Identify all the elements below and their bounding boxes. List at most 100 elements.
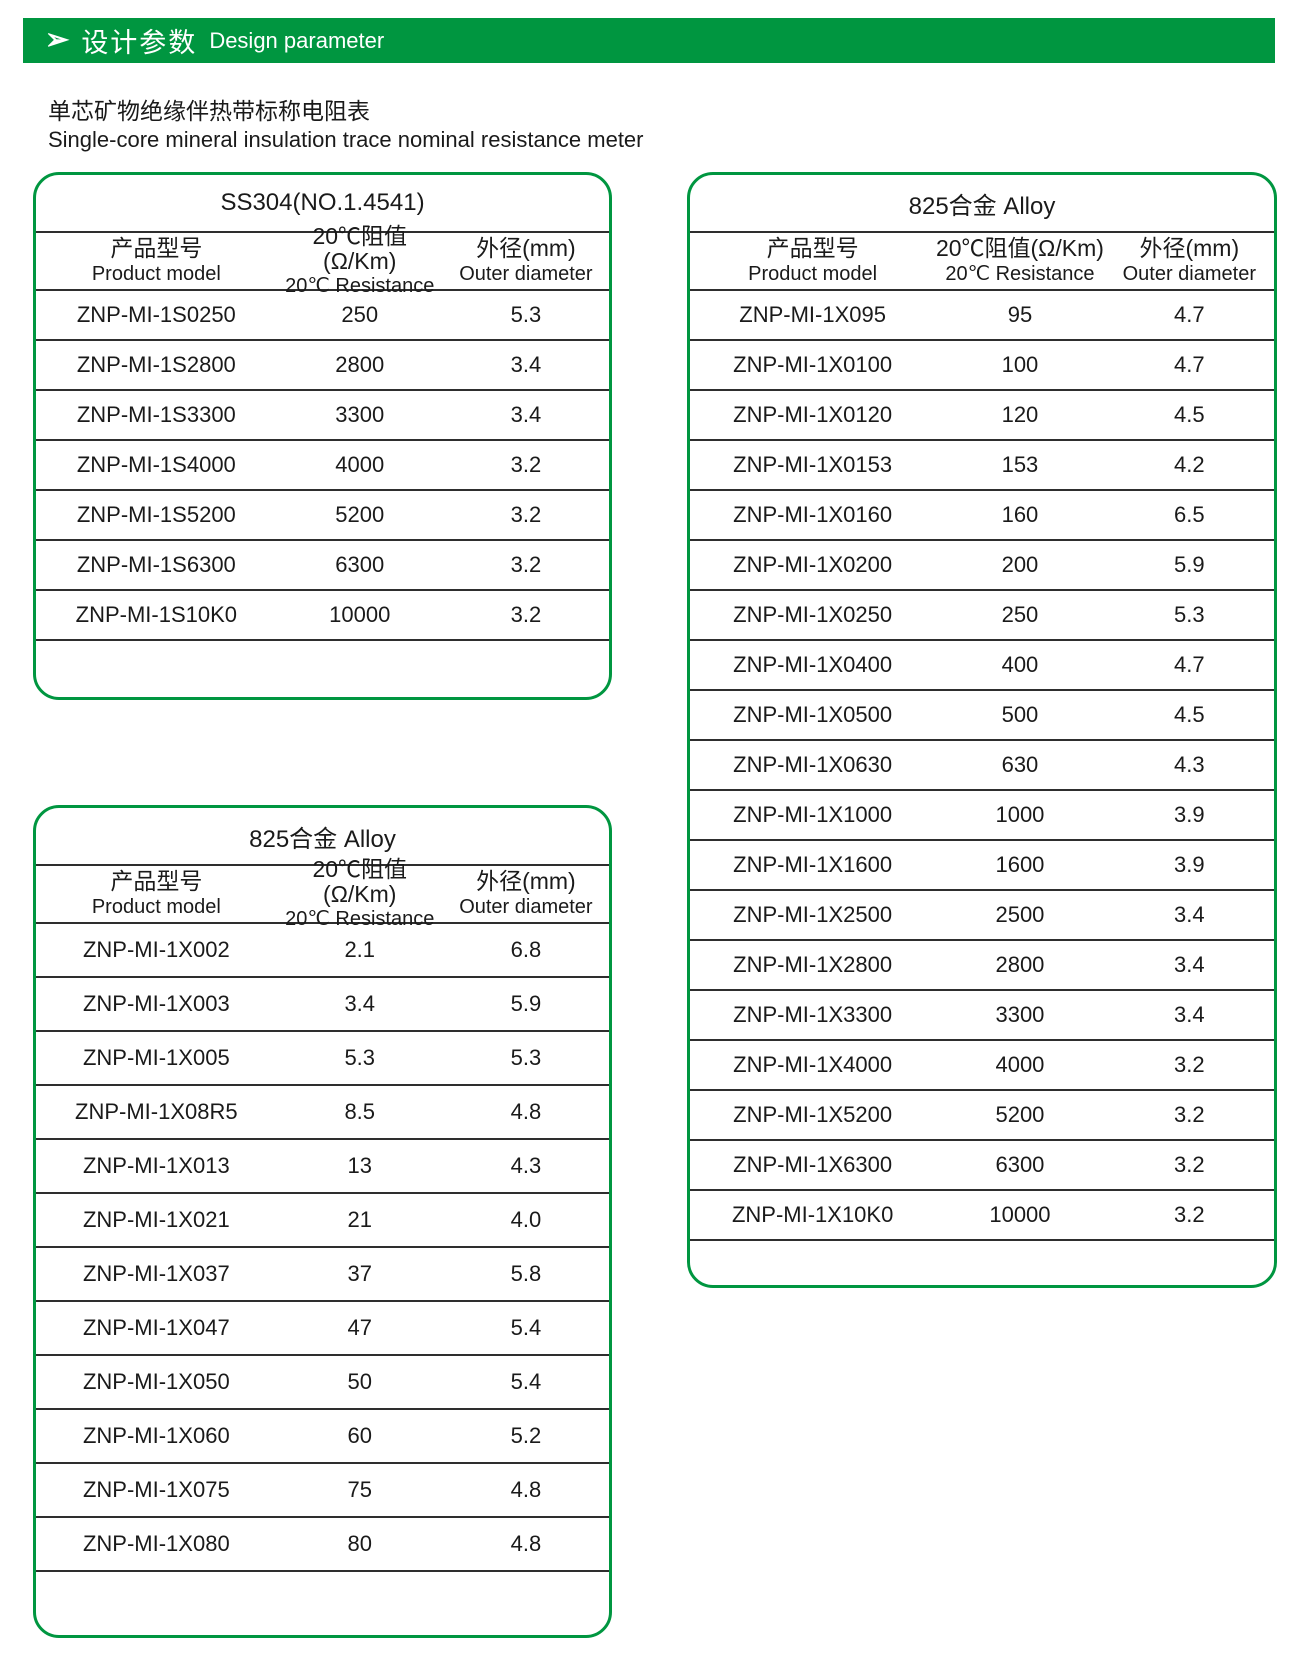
- model-cell: ZNP-MI-1X0630: [733, 752, 893, 777]
- diameter-cell: 4.2: [1174, 452, 1205, 477]
- resistance-cell: 2500: [995, 902, 1045, 927]
- column-header-model: 产品型号 Product model: [36, 233, 277, 289]
- model-cell: ZNP-MI-1X075: [82, 1477, 230, 1502]
- table-row: ZNP-MI-1X050 50 5.4: [36, 1356, 609, 1410]
- table-row: ZNP-MI-1X021 21 4.0: [36, 1194, 609, 1248]
- model-cell: ZNP-MI-1X3300: [733, 1002, 893, 1027]
- diameter-cell: 3.2: [510, 602, 542, 627]
- resistance-cell: 47: [347, 1315, 372, 1340]
- diameter-cell: 4.7: [1174, 652, 1205, 677]
- table-body: ZNP-MI-1X095 95 4.7 ZNP-MI-1X0100 100 4.7 ZNP-…: [690, 291, 1274, 1241]
- diameter-cell: 4.0: [510, 1207, 542, 1232]
- table-row: ZNP-MI-1X1600 1600 3.9: [690, 841, 1274, 891]
- model-cell: ZNP-MI-1X2800: [733, 952, 893, 977]
- column-header-diameter-zh: 外径(mm): [476, 868, 576, 895]
- column-header-model: 产品型号 Product model: [690, 233, 935, 289]
- page-subtitle: 单芯矿物绝缘伴热带标称电阻表 Single-core mineral insul…: [48, 98, 644, 153]
- model-cell: ZNP-MI-1S2800: [76, 352, 236, 377]
- resistance-cell: 50: [347, 1369, 372, 1394]
- table-header-row: 产品型号 Product model 20℃阻值(Ω/Km) 20℃ Resis…: [36, 223, 609, 297]
- table-title: 825合金 Alloy: [690, 175, 1274, 233]
- table-row: ZNP-MI-1X075 75 4.8: [36, 1464, 609, 1518]
- table-row: ZNP-MI-1X0250 250 5.3: [690, 591, 1274, 641]
- table-row: ZNP-MI-1X005 5.3 5.3: [36, 1032, 609, 1086]
- model-cell: ZNP-MI-1X060: [82, 1423, 230, 1448]
- table-ss304: SS304(NO.1.4541) 产品型号 Product model 20℃阻…: [33, 172, 612, 700]
- resistance-cell: 10000: [989, 1202, 1051, 1227]
- column-header-model-en: Product model: [91, 895, 221, 918]
- column-header-diameter-zh: 外径(mm): [476, 235, 576, 262]
- resistance-cell: 500: [1001, 702, 1039, 727]
- table-row: ZNP-MI-1X060 60 5.2: [36, 1410, 609, 1464]
- subtitle-en: Single-core mineral insulation trace nom…: [48, 126, 644, 152]
- column-header-diameter-en: Outer diameter: [1122, 262, 1256, 285]
- diameter-cell: 3.2: [1174, 1152, 1205, 1177]
- resistance-cell: 4000: [995, 1052, 1045, 1077]
- diameter-cell: 4.8: [510, 1531, 542, 1556]
- resistance-cell: 630: [1001, 752, 1039, 777]
- diameter-cell: 5.3: [1174, 602, 1205, 627]
- diameter-cell: 5.8: [510, 1261, 542, 1286]
- resistance-cell: 75: [347, 1477, 372, 1502]
- table-row: ZNP-MI-1X0153 153 4.2: [690, 441, 1274, 491]
- table-header-row: 产品型号 Product model 20℃阻值(Ω/Km) 20℃ Resis…: [36, 856, 609, 930]
- diameter-cell: 3.2: [510, 552, 542, 577]
- resistance-cell: 400: [1001, 652, 1039, 677]
- model-cell: ZNP-MI-1S10K0: [75, 602, 238, 627]
- table-row: ZNP-MI-1X3300 3300 3.4: [690, 991, 1274, 1041]
- banner-title-zh: 设计参数: [81, 28, 198, 58]
- diameter-cell: 3.2: [1174, 1052, 1205, 1077]
- resistance-cell: 13: [347, 1153, 372, 1178]
- column-header-resistance: 20℃阻值(Ω/Km) 20℃ Resistance: [277, 223, 443, 297]
- table-body: ZNP-MI-1X002 2.1 6.8 ZNP-MI-1X003 3.4 5.9 ZNP-…: [36, 924, 609, 1572]
- section-banner: ➢ 设计参数 Design parameter: [23, 18, 1275, 63]
- table-row: ZNP-MI-1X002 2.1 6.8: [36, 924, 609, 978]
- model-cell: ZNP-MI-1X037: [82, 1261, 230, 1286]
- column-header-resistance-en: 20℃ Resistance: [945, 262, 1095, 285]
- resistance-cell: 2.1: [344, 937, 376, 962]
- model-cell: ZNP-MI-1S5200: [76, 502, 236, 527]
- resistance-cell: 21: [347, 1207, 372, 1232]
- table-row: ZNP-MI-1X0500 500 4.5: [690, 691, 1274, 741]
- resistance-cell: 153: [1001, 452, 1039, 477]
- model-cell: ZNP-MI-1X1600: [733, 852, 893, 877]
- diameter-cell: 4.3: [1174, 752, 1205, 777]
- model-cell: ZNP-MI-1X08R5: [75, 1099, 238, 1124]
- model-cell: ZNP-MI-1X003: [82, 991, 230, 1016]
- diameter-cell: 4.5: [1174, 702, 1205, 727]
- resistance-cell: 60: [347, 1423, 372, 1448]
- column-header-resistance-en: 20℃ Resistance: [285, 275, 435, 298]
- table-row: ZNP-MI-1X5200 5200 3.2: [690, 1091, 1274, 1141]
- column-header-model-zh: 产品型号: [110, 868, 203, 895]
- resistance-cell: 100: [1001, 352, 1039, 377]
- table-row: ZNP-MI-1X0400 400 4.7: [690, 641, 1274, 691]
- resistance-cell: 6300: [995, 1152, 1045, 1177]
- table-row: ZNP-MI-1X2500 2500 3.4: [690, 891, 1274, 941]
- banner-title-en: Design parameter: [209, 27, 385, 53]
- model-cell: ZNP-MI-1X0153: [733, 452, 893, 477]
- table-row: ZNP-MI-1X1000 1000 3.9: [690, 791, 1274, 841]
- model-cell: ZNP-MI-1X080: [82, 1531, 230, 1556]
- column-header-resistance: 20℃阻值(Ω/Km) 20℃ Resistance: [277, 856, 443, 930]
- model-cell: ZNP-MI-1X0160: [733, 502, 893, 527]
- diameter-cell: 3.2: [1174, 1202, 1205, 1227]
- table-row: ZNP-MI-1X047 47 5.4: [36, 1302, 609, 1356]
- model-cell: ZNP-MI-1X0120: [733, 402, 893, 427]
- resistance-cell: 1000: [995, 802, 1045, 827]
- diameter-cell: 5.4: [510, 1315, 542, 1340]
- resistance-cell: 5.3: [344, 1045, 376, 1070]
- column-header-model-en: Product model: [91, 262, 221, 285]
- diameter-cell: 3.2: [510, 502, 542, 527]
- model-cell: ZNP-MI-1X021: [82, 1207, 230, 1232]
- table-row: ZNP-MI-1S5200 5200 3.2: [36, 491, 609, 541]
- resistance-cell: 10000: [329, 602, 391, 627]
- diameter-cell: 5.4: [510, 1369, 542, 1394]
- diameter-cell: 3.2: [1174, 1102, 1205, 1127]
- column-header-resistance-en: 20℃ Resistance: [285, 908, 435, 931]
- column-header-diameter-zh: 外径(mm): [1139, 235, 1240, 262]
- table-row: ZNP-MI-1X0200 200 5.9: [690, 541, 1274, 591]
- table-row: ZNP-MI-1S3300 3300 3.4: [36, 391, 609, 441]
- resistance-cell: 3.4: [344, 991, 376, 1016]
- column-header-diameter: 外径(mm) Outer diameter: [443, 233, 609, 289]
- diameter-cell: 4.7: [1174, 302, 1205, 327]
